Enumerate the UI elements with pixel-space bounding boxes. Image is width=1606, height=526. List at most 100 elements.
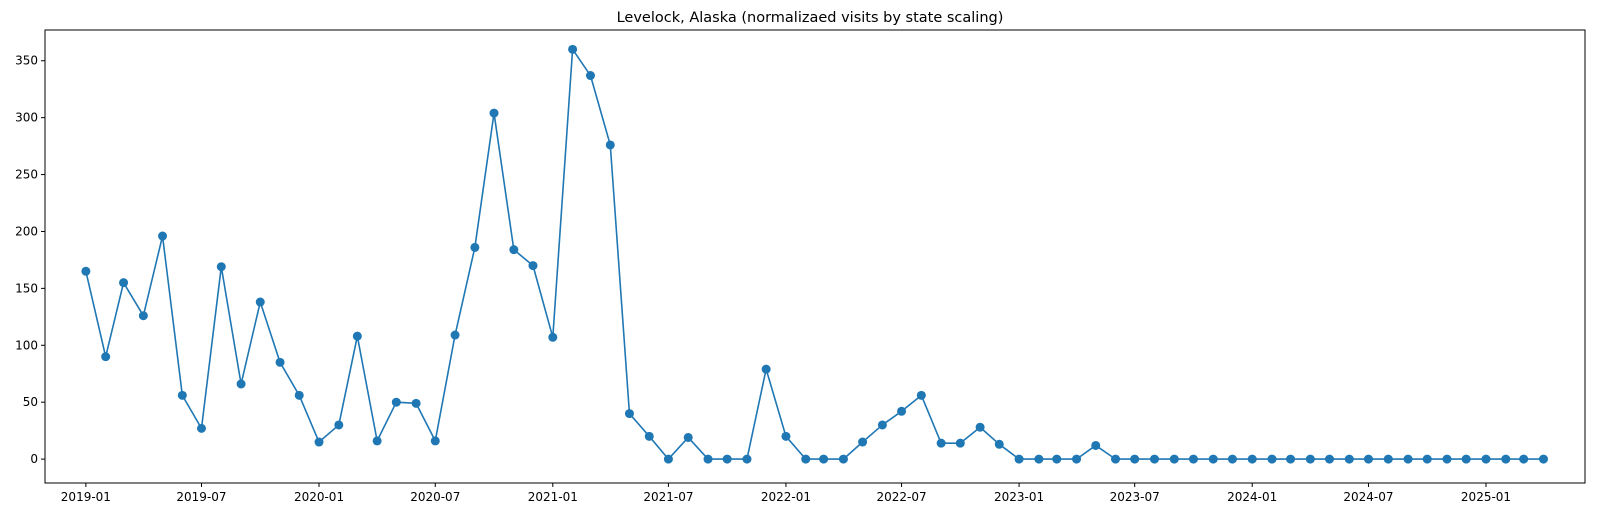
data-point bbox=[605, 140, 615, 150]
x-tick-label: 2019-07 bbox=[176, 490, 226, 504]
data-point bbox=[372, 436, 382, 446]
data-point bbox=[1034, 454, 1044, 464]
chart-title: Levelock, Alaska (normalizaed visits by … bbox=[617, 10, 1004, 26]
data-point bbox=[138, 311, 148, 321]
data-point bbox=[177, 390, 187, 400]
data-point bbox=[1519, 454, 1529, 464]
series-layer bbox=[81, 44, 1548, 464]
data-point bbox=[955, 438, 965, 448]
x-tick-label: 2023-07 bbox=[1110, 490, 1160, 504]
data-point bbox=[1442, 454, 1452, 464]
data-point bbox=[568, 44, 578, 54]
data-point bbox=[1111, 454, 1121, 464]
x-tick-label: 2022-01 bbox=[761, 490, 811, 504]
data-point bbox=[216, 262, 226, 272]
x-tick-label: 2021-07 bbox=[643, 490, 693, 504]
data-point bbox=[801, 454, 811, 464]
data-point bbox=[703, 454, 713, 464]
data-point bbox=[1305, 454, 1315, 464]
data-point bbox=[411, 398, 421, 408]
data-point bbox=[1014, 454, 1024, 464]
data-point bbox=[1188, 454, 1198, 464]
data-point bbox=[1344, 454, 1354, 464]
data-point bbox=[489, 108, 499, 118]
data-point bbox=[352, 331, 362, 341]
plot-area-frame bbox=[44, 29, 1586, 484]
data-point bbox=[430, 436, 440, 446]
data-point bbox=[1481, 454, 1491, 464]
y-tick-label: 200 bbox=[15, 224, 38, 238]
x-tick-label: 2019-01 bbox=[61, 490, 111, 504]
x-tick-label: 2025-01 bbox=[1461, 490, 1511, 504]
data-point bbox=[158, 231, 168, 241]
y-tick-label: 250 bbox=[15, 168, 38, 182]
data-point bbox=[1422, 454, 1432, 464]
data-point bbox=[1286, 454, 1296, 464]
data-point bbox=[450, 330, 460, 340]
x-tick-label: 2023-01 bbox=[994, 490, 1044, 504]
data-point bbox=[975, 422, 985, 432]
data-point bbox=[742, 454, 752, 464]
data-point bbox=[1501, 454, 1511, 464]
x-tick-label: 2020-07 bbox=[410, 490, 460, 504]
y-tick-label: 100 bbox=[15, 338, 38, 352]
y-tick-label: 0 bbox=[30, 452, 38, 466]
data-point bbox=[236, 379, 246, 389]
data-point bbox=[196, 423, 206, 433]
data-point bbox=[509, 245, 519, 255]
data-point bbox=[819, 454, 829, 464]
data-point bbox=[1403, 454, 1413, 464]
data-point bbox=[391, 397, 401, 407]
x-tick-label: 2020-01 bbox=[294, 490, 344, 504]
y-axis: 0 50 100 150 200 250 300 350 bbox=[15, 54, 45, 466]
data-point bbox=[1363, 454, 1373, 464]
data-point bbox=[624, 409, 634, 419]
x-tick-label: 2024-07 bbox=[1343, 490, 1393, 504]
data-point bbox=[838, 454, 848, 464]
data-point bbox=[1149, 454, 1159, 464]
data-point bbox=[761, 364, 771, 374]
x-tick-label: 2021-01 bbox=[528, 490, 578, 504]
data-point bbox=[994, 439, 1004, 449]
x-axis: 2019-01 2019-07 2020-01 2020-07 2021-01 2021-… bbox=[61, 483, 1511, 504]
data-point bbox=[1247, 454, 1257, 464]
x-tick-label: 2022-07 bbox=[876, 490, 926, 504]
data-point bbox=[1227, 454, 1237, 464]
y-tick-label: 350 bbox=[15, 54, 38, 68]
data-point bbox=[1052, 454, 1062, 464]
data-point bbox=[81, 266, 91, 276]
data-point bbox=[858, 437, 868, 447]
data-point bbox=[663, 454, 673, 464]
data-point bbox=[1091, 440, 1101, 450]
x-tick-label: 2024-01 bbox=[1227, 490, 1277, 504]
data-point bbox=[936, 438, 946, 448]
data-point bbox=[528, 261, 538, 271]
data-point bbox=[548, 332, 558, 342]
data-point bbox=[275, 357, 285, 367]
data-point bbox=[314, 437, 324, 447]
data-point bbox=[877, 420, 887, 430]
y-tick-label: 50 bbox=[23, 395, 38, 409]
data-point bbox=[897, 406, 907, 416]
data-point bbox=[644, 431, 654, 441]
data-point bbox=[781, 431, 791, 441]
data-point bbox=[1383, 454, 1393, 464]
data-point bbox=[119, 278, 129, 288]
data-point bbox=[1267, 454, 1277, 464]
data-point bbox=[1208, 454, 1218, 464]
data-point bbox=[1325, 454, 1334, 464]
y-tick-label: 150 bbox=[15, 281, 38, 295]
data-point bbox=[294, 390, 304, 400]
data-point bbox=[1169, 454, 1179, 464]
data-point bbox=[255, 297, 265, 307]
data-point bbox=[1130, 454, 1140, 464]
series-line bbox=[85, 48, 1544, 460]
data-point bbox=[1461, 454, 1471, 464]
data-point bbox=[722, 454, 732, 464]
data-point bbox=[683, 432, 693, 442]
y-tick-label: 300 bbox=[15, 111, 38, 125]
data-point bbox=[1538, 454, 1548, 464]
data-point bbox=[101, 352, 111, 362]
data-point bbox=[585, 71, 595, 81]
